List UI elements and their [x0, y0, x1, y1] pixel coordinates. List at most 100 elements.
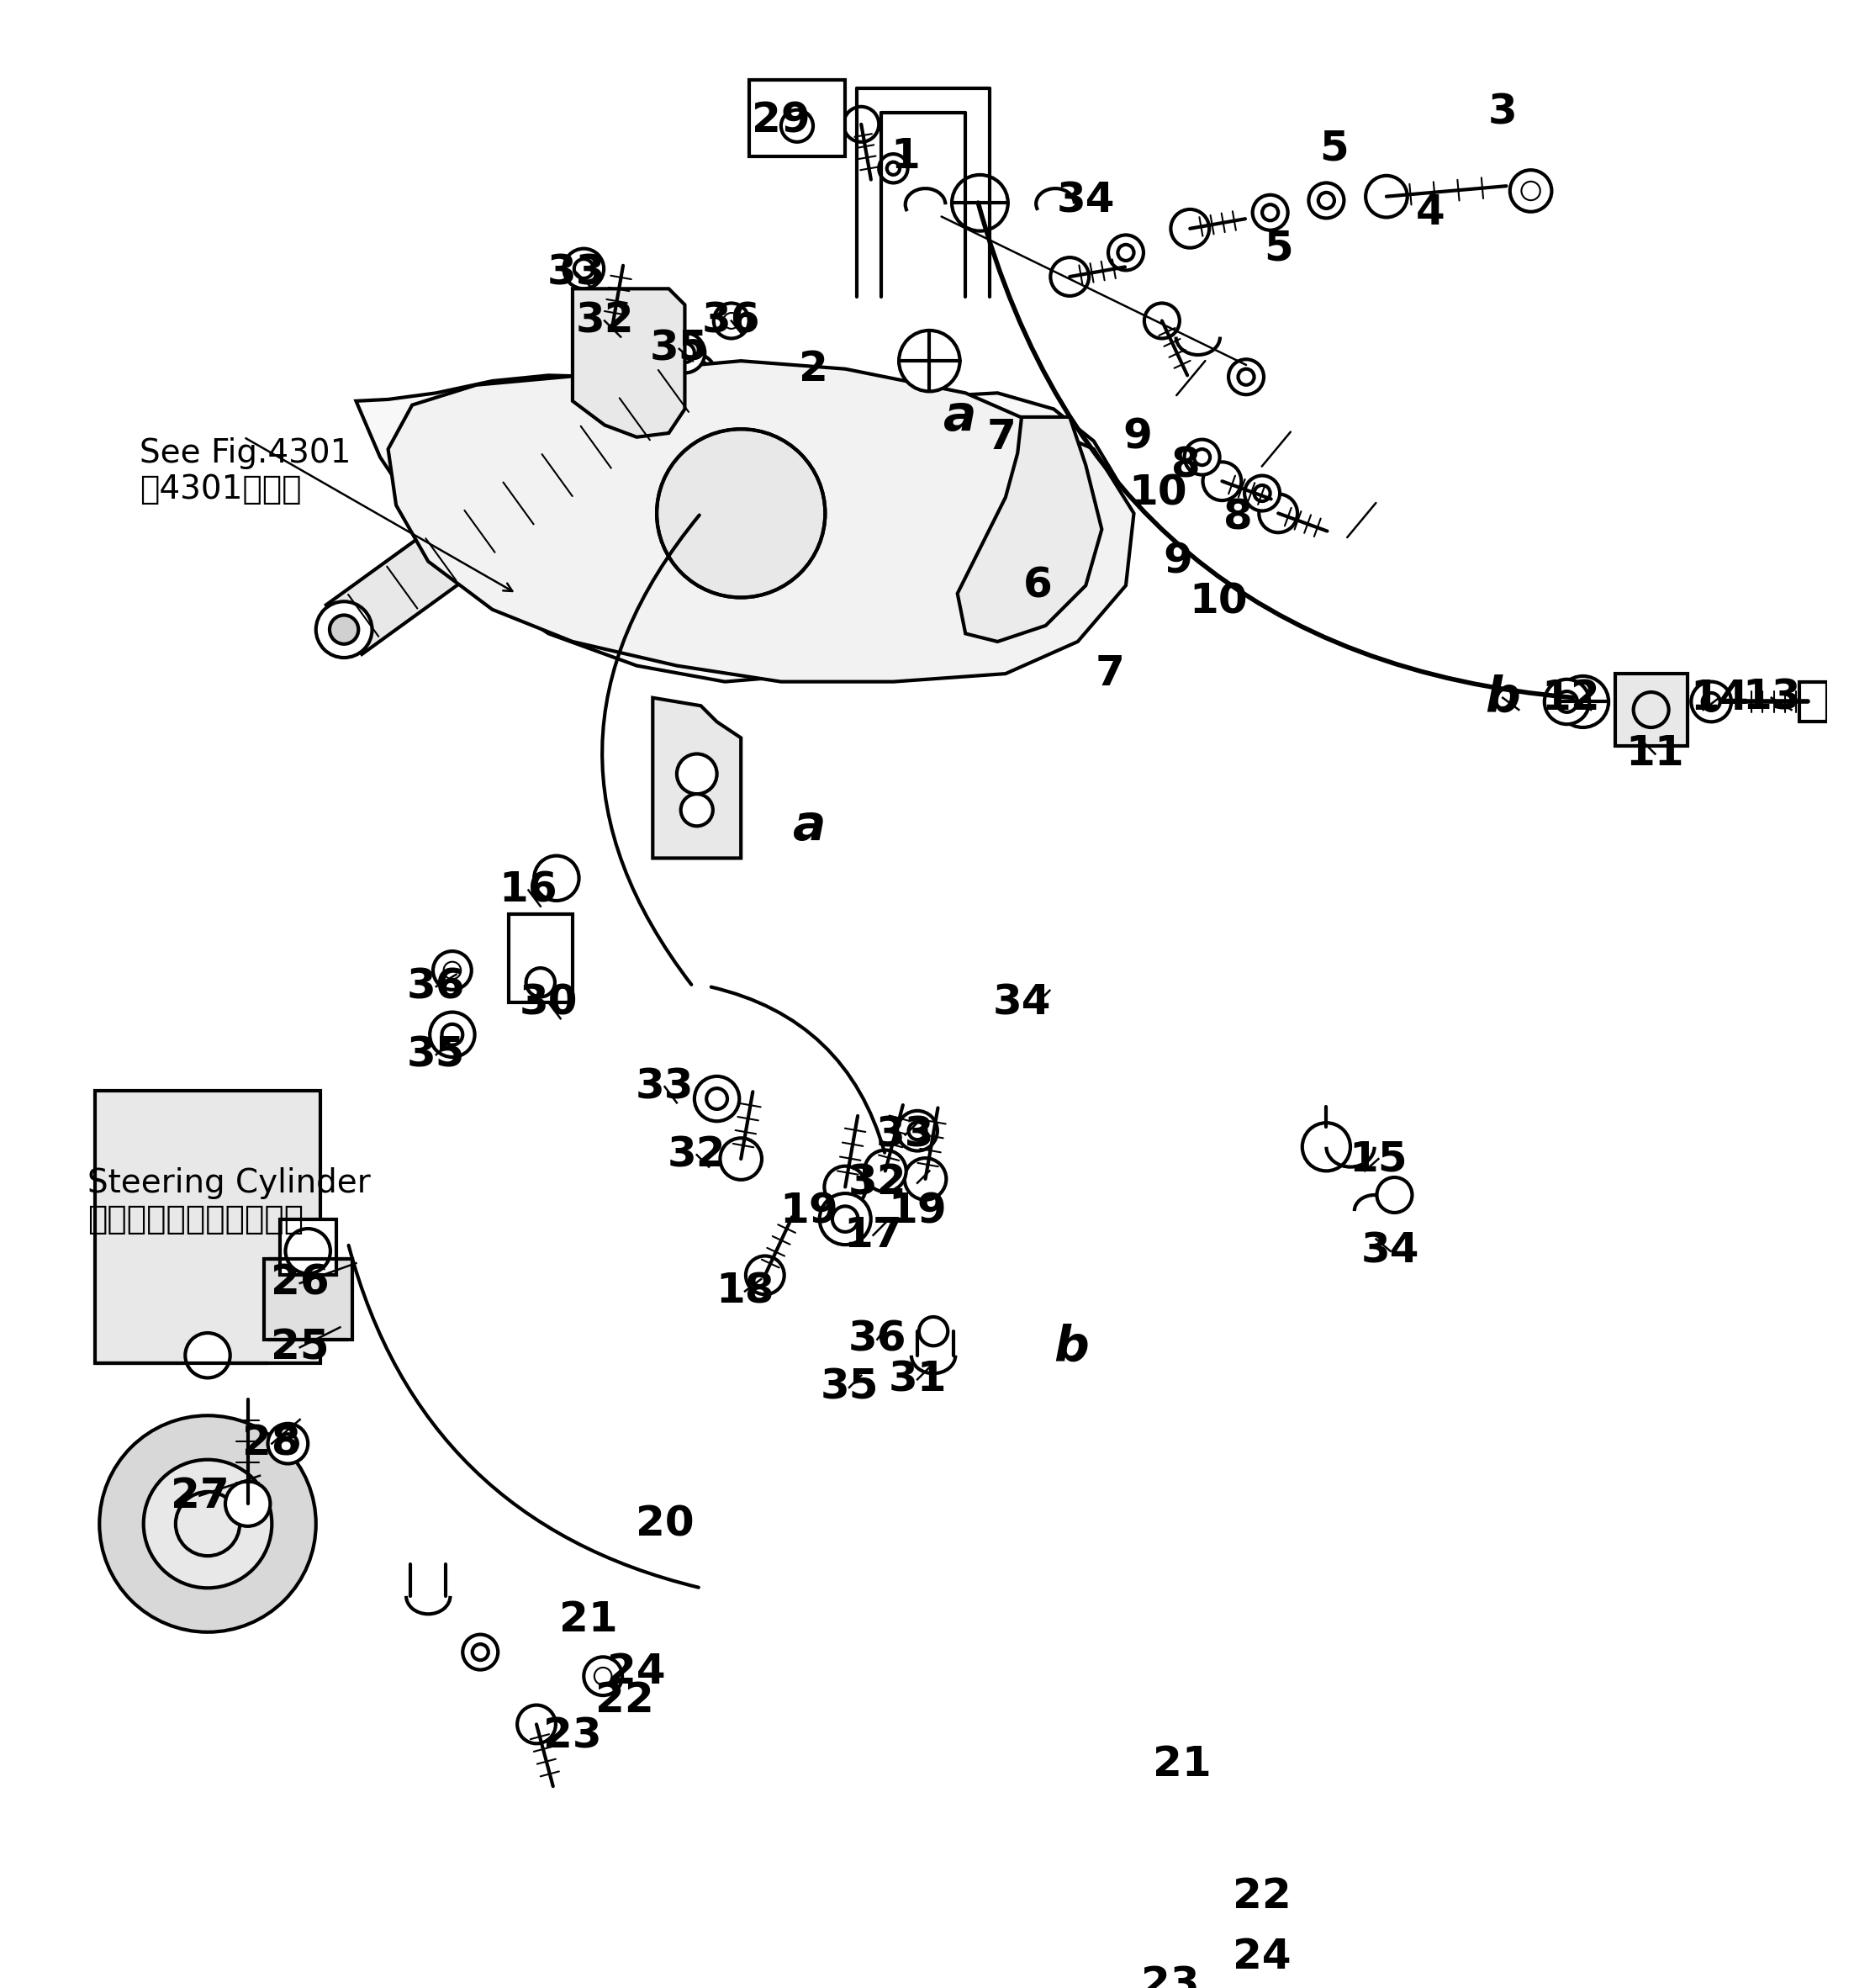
Bar	[95, 1091, 320, 1364]
Circle shape	[591, 304, 634, 346]
Circle shape	[677, 753, 716, 793]
Text: 30: 30	[520, 982, 578, 1022]
Text: 34: 34	[1361, 1231, 1419, 1270]
Circle shape	[1253, 195, 1288, 231]
Text: 9: 9	[1163, 541, 1193, 582]
Text: 11: 11	[1625, 734, 1685, 773]
Text: 35: 35	[408, 1034, 466, 1076]
Circle shape	[525, 968, 555, 996]
Text: 33: 33	[636, 1066, 694, 1107]
Circle shape	[1690, 682, 1732, 722]
Text: 35: 35	[651, 328, 709, 370]
Text: 19: 19	[888, 1191, 946, 1231]
Text: 7: 7	[987, 417, 1015, 457]
Circle shape	[1545, 680, 1589, 724]
Text: 1: 1	[890, 137, 920, 177]
Circle shape	[879, 153, 907, 183]
Text: 4: 4	[1416, 193, 1446, 233]
Circle shape	[819, 1193, 871, 1244]
Text: 29: 29	[752, 99, 810, 141]
Circle shape	[1171, 209, 1210, 248]
Bar	[750, 80, 845, 157]
Text: 35: 35	[819, 1368, 879, 1408]
Bar	[1616, 674, 1687, 746]
Circle shape	[1259, 495, 1298, 533]
Text: 21: 21	[1152, 1743, 1212, 1785]
Bar	[280, 1219, 337, 1274]
Text: 3: 3	[1489, 91, 1517, 133]
Text: 24: 24	[608, 1652, 666, 1692]
Text: 32: 32	[847, 1163, 907, 1203]
Circle shape	[144, 1459, 271, 1588]
Text: ステアリングシリンダー: ステアリングシリンダー	[88, 1203, 303, 1235]
Text: 6: 6	[1023, 565, 1053, 606]
Text: b: b	[1055, 1324, 1088, 1372]
Text: 22: 22	[1232, 1877, 1292, 1916]
Text: 15: 15	[1348, 1139, 1408, 1179]
Circle shape	[664, 332, 705, 374]
Text: See Fig.4301: See Fig.4301	[140, 437, 352, 469]
Circle shape	[1144, 302, 1180, 338]
Circle shape	[1302, 1123, 1350, 1171]
Text: 10: 10	[1129, 473, 1187, 513]
Polygon shape	[389, 362, 1133, 682]
Circle shape	[99, 1415, 316, 1632]
Text: a: a	[942, 394, 976, 441]
Text: 18: 18	[716, 1270, 774, 1312]
Text: 28: 28	[243, 1423, 301, 1463]
Circle shape	[462, 1634, 497, 1670]
Circle shape	[535, 855, 580, 901]
Text: 32: 32	[668, 1135, 726, 1175]
Text: 8: 8	[1171, 445, 1201, 485]
Circle shape	[224, 1481, 271, 1527]
Circle shape	[656, 429, 825, 598]
Text: 8: 8	[1223, 497, 1253, 537]
Text: a: a	[793, 801, 827, 851]
Bar	[264, 1258, 352, 1340]
Text: 23: 23	[1141, 1964, 1199, 1988]
Text: b: b	[1485, 674, 1520, 722]
Circle shape	[905, 1159, 946, 1201]
Circle shape	[746, 1256, 784, 1294]
Text: 34: 34	[1057, 181, 1115, 221]
Circle shape	[329, 614, 359, 644]
Circle shape	[1202, 461, 1242, 501]
Polygon shape	[355, 376, 1118, 682]
Text: 33: 33	[548, 252, 606, 292]
Circle shape	[267, 1423, 309, 1463]
Text: 21: 21	[559, 1600, 617, 1640]
Circle shape	[286, 1229, 331, 1274]
Text: 2: 2	[798, 348, 828, 390]
Circle shape	[1051, 256, 1088, 296]
Text: 25: 25	[271, 1328, 329, 1368]
Polygon shape	[572, 288, 684, 437]
Text: 36: 36	[408, 966, 466, 1006]
Circle shape	[316, 602, 372, 658]
Circle shape	[825, 1167, 866, 1209]
Text: 27: 27	[170, 1475, 228, 1517]
Text: 19: 19	[780, 1191, 838, 1231]
Text: 34: 34	[993, 982, 1051, 1022]
Circle shape	[782, 109, 813, 141]
Text: 32: 32	[576, 300, 634, 342]
Text: 5: 5	[1264, 229, 1292, 268]
Circle shape	[1309, 183, 1345, 219]
Text: 9: 9	[1124, 417, 1152, 457]
Circle shape	[518, 1706, 555, 1743]
Circle shape	[1109, 235, 1143, 270]
Circle shape	[733, 433, 877, 577]
Circle shape	[1376, 1177, 1412, 1213]
Circle shape	[1558, 676, 1608, 728]
Circle shape	[720, 1137, 761, 1179]
Circle shape	[843, 107, 879, 141]
Text: 12: 12	[1541, 678, 1601, 718]
Text: 22: 22	[595, 1680, 654, 1720]
Text: 笥4301図参照: 笥4301図参照	[140, 473, 301, 505]
Text: 24: 24	[1232, 1936, 1292, 1978]
Text: 26: 26	[271, 1262, 329, 1304]
Text: 23: 23	[544, 1716, 602, 1757]
Circle shape	[1365, 175, 1408, 217]
Text: 20: 20	[636, 1503, 694, 1545]
Circle shape	[583, 1656, 623, 1696]
Text: 7: 7	[1096, 654, 1124, 694]
